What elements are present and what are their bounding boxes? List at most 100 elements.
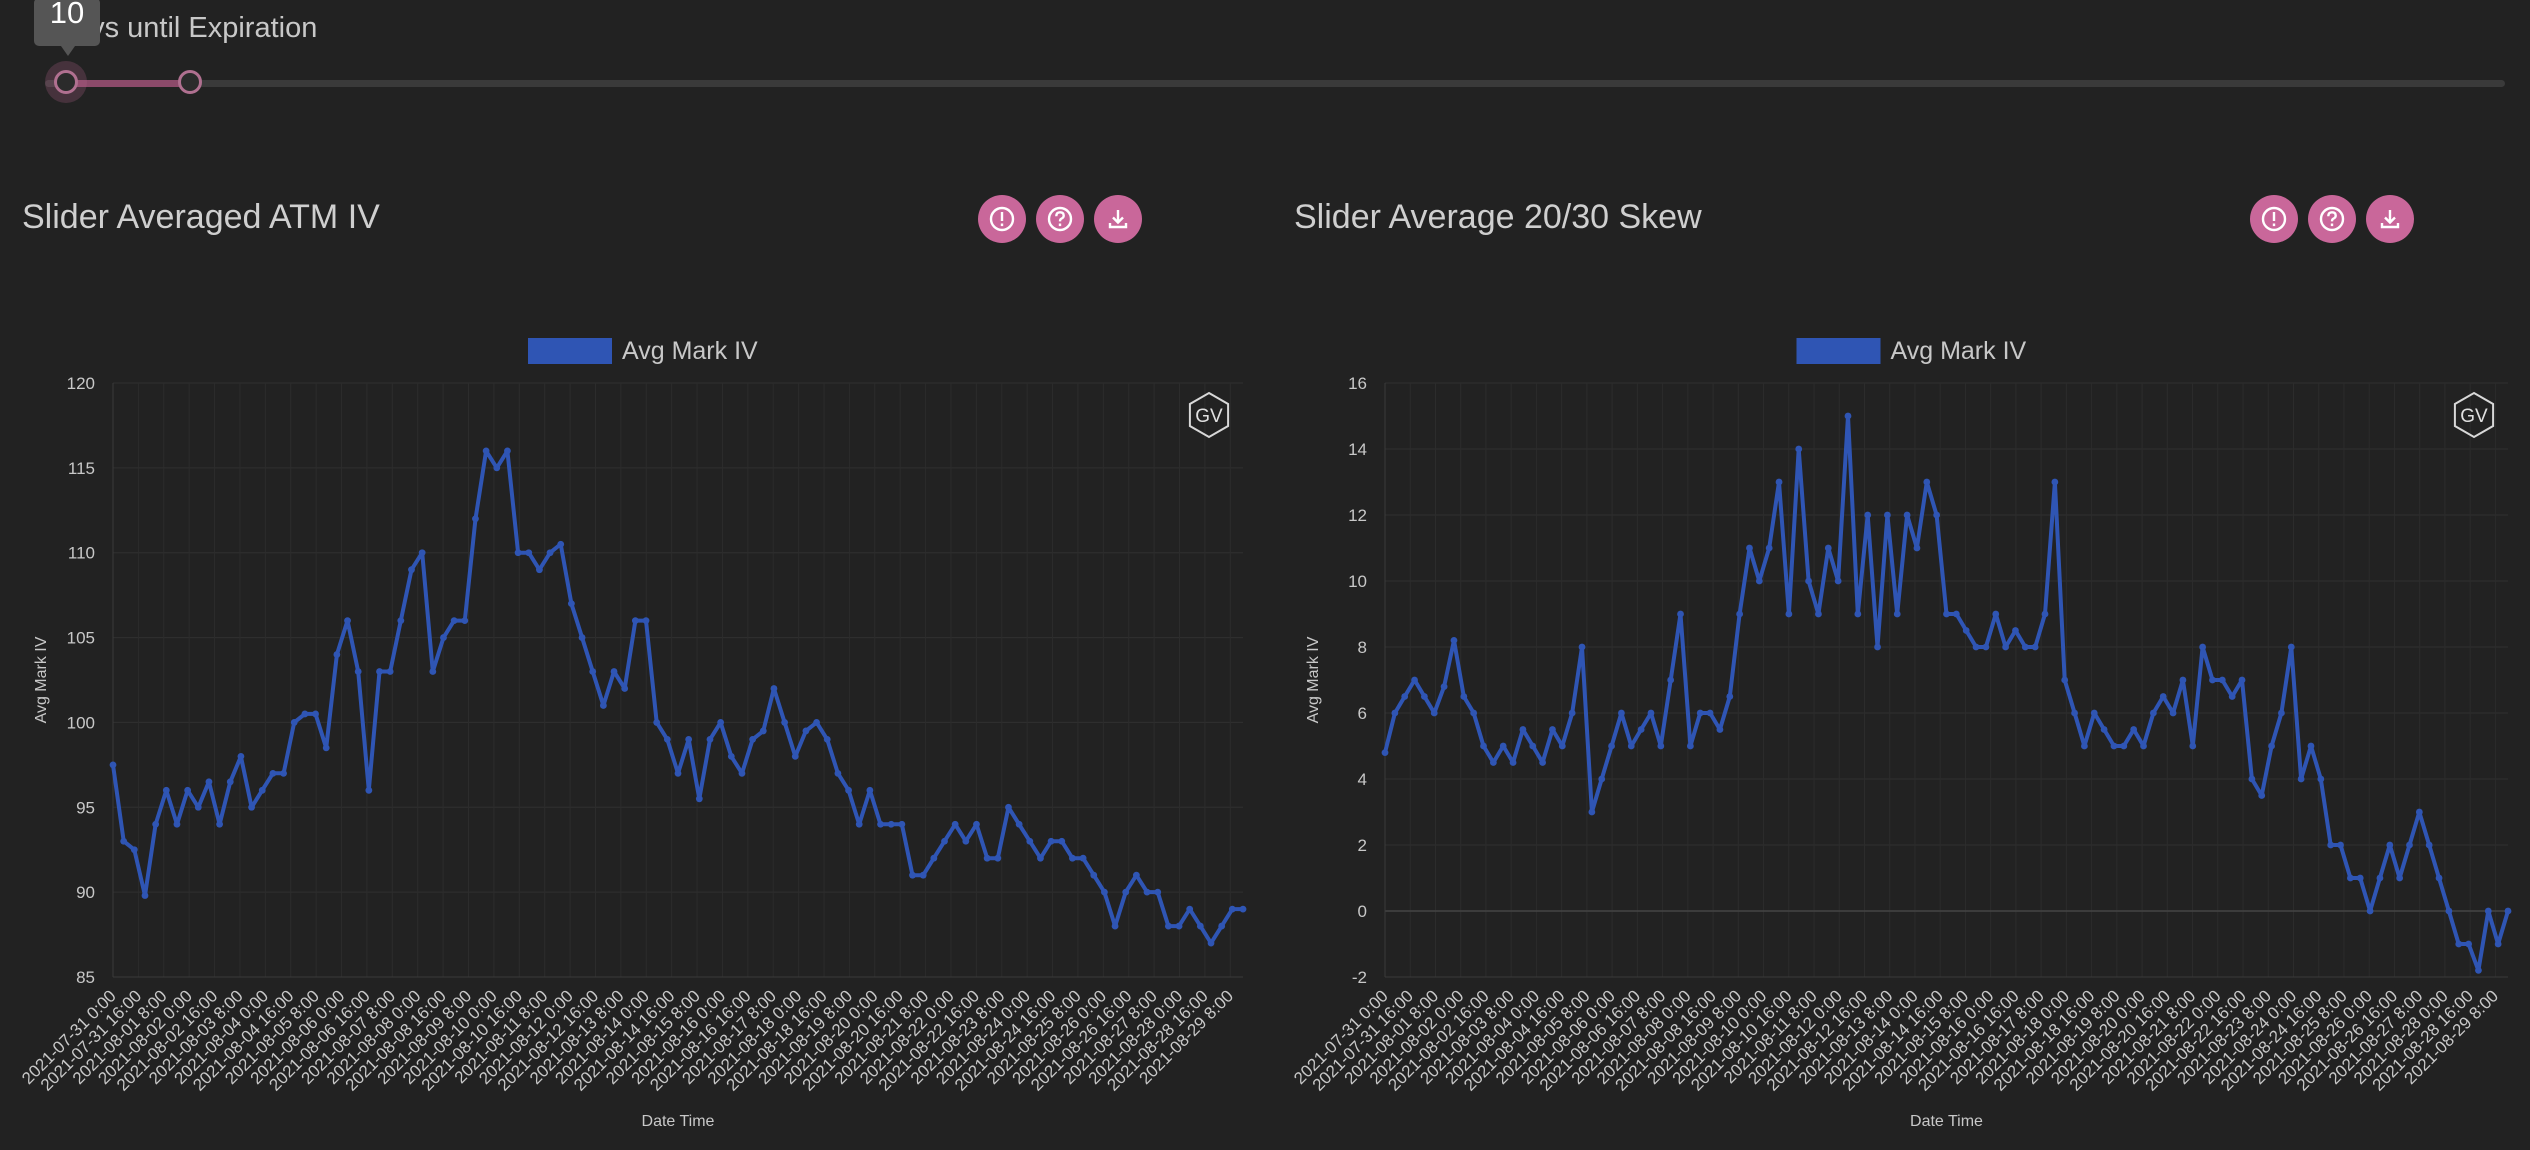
data-point — [557, 540, 565, 548]
data-point — [1686, 742, 1694, 750]
data-point — [930, 854, 938, 862]
data-point — [237, 752, 245, 760]
help-button[interactable] — [2308, 195, 2356, 243]
data-point — [2248, 775, 2256, 783]
data-point — [2386, 841, 2394, 849]
data-point — [1608, 742, 1615, 750]
data-point — [2366, 907, 2374, 915]
data-point — [749, 736, 757, 743]
y-tick-label: 12 — [1348, 506, 1367, 525]
data-point — [2425, 841, 2433, 849]
data-point — [1805, 577, 1812, 585]
badge-hexagon — [1188, 391, 1230, 439]
info-button[interactable] — [2250, 195, 2298, 243]
data-point — [418, 549, 426, 557]
data-point — [1716, 726, 1724, 733]
data-point — [301, 710, 309, 718]
data-point — [525, 549, 533, 557]
data-point — [450, 617, 458, 624]
data-point — [1005, 803, 1012, 811]
download-button[interactable] — [2366, 195, 2414, 243]
data-point — [1239, 905, 1247, 913]
y-tick-label: 16 — [1348, 374, 1367, 393]
data-point — [2051, 478, 2059, 486]
data-point — [280, 769, 287, 777]
data-point — [1122, 888, 1130, 896]
data-point — [2228, 693, 2236, 700]
data-point — [2061, 676, 2069, 684]
data-point — [1755, 577, 1763, 585]
legend-label: Avg Mark IV — [622, 337, 758, 365]
data-point — [1677, 610, 1684, 618]
info-button[interactable] — [978, 195, 1026, 243]
data-point — [205, 778, 213, 786]
y-tick-label: 10 — [1348, 572, 1367, 591]
data-point — [2494, 940, 2502, 948]
x-axis-title: Date Time — [1910, 1113, 1983, 1130]
y-tick-label: 90 — [76, 883, 95, 902]
help-icon — [1047, 206, 1073, 232]
data-point — [1037, 854, 1044, 862]
data-point — [1933, 511, 1941, 519]
slider-thumb-high[interactable] — [178, 70, 202, 94]
data-point — [610, 668, 618, 675]
legend-label: Avg Mark IV — [1891, 337, 2027, 365]
help-button[interactable] — [1036, 195, 1084, 243]
data-point — [1411, 676, 1418, 684]
data-point — [1440, 683, 1448, 690]
data-point — [258, 786, 266, 794]
data-point — [1923, 478, 1931, 486]
data-point — [536, 566, 543, 574]
x-axis-title: Date Time — [642, 1113, 715, 1130]
data-point — [2071, 709, 2078, 717]
data-point — [1450, 637, 1458, 644]
data-point — [269, 769, 277, 777]
data-point — [1962, 627, 1970, 634]
data-point — [1391, 709, 1399, 717]
y-axis-title: Avg Mark IV — [1305, 636, 1322, 723]
data-point — [2287, 643, 2295, 651]
download-button[interactable] — [1094, 195, 1142, 243]
data-point — [1207, 939, 1215, 947]
data-point — [717, 719, 725, 726]
data-point — [1696, 709, 1704, 717]
data-point — [1913, 544, 1921, 552]
data-point — [941, 837, 948, 845]
y-tick-label: 105 — [67, 629, 95, 648]
data-point — [2475, 967, 2482, 974]
data-point — [727, 752, 735, 760]
badge-label: GV — [1195, 406, 1223, 427]
data-point — [2218, 676, 2226, 684]
slider-range-fill — [67, 80, 190, 87]
data-point — [333, 651, 341, 658]
data-point — [322, 744, 330, 752]
data-point — [845, 786, 852, 794]
data-point — [2110, 742, 2118, 750]
panel-title-atm-iv: Slider Averaged ATM IV — [22, 198, 380, 236]
slider-thumb-low[interactable] — [54, 70, 78, 94]
data-point — [1421, 693, 1428, 700]
data-point — [2130, 726, 2138, 733]
data-point — [1785, 610, 1793, 618]
data-point — [599, 702, 607, 709]
data-point — [1864, 511, 1872, 519]
y-tick-label: 8 — [1358, 638, 1367, 657]
data-point — [1381, 749, 1389, 756]
data-point — [504, 447, 511, 455]
data-point — [1746, 544, 1753, 552]
data-point — [909, 871, 916, 879]
data-point — [983, 854, 991, 862]
data-point — [791, 752, 799, 760]
y-tick-label: 100 — [67, 713, 95, 732]
data-point — [2169, 709, 2177, 717]
data-point — [1992, 610, 2000, 618]
data-point — [578, 634, 586, 641]
data-point — [2149, 709, 2157, 717]
data-point — [173, 820, 181, 828]
slider-track[interactable] — [45, 80, 2505, 87]
days-slider: Days until Expiration 10 — [0, 0, 2530, 110]
data-point — [2356, 874, 2364, 882]
data-point — [344, 617, 351, 624]
data-point — [1943, 610, 1950, 618]
